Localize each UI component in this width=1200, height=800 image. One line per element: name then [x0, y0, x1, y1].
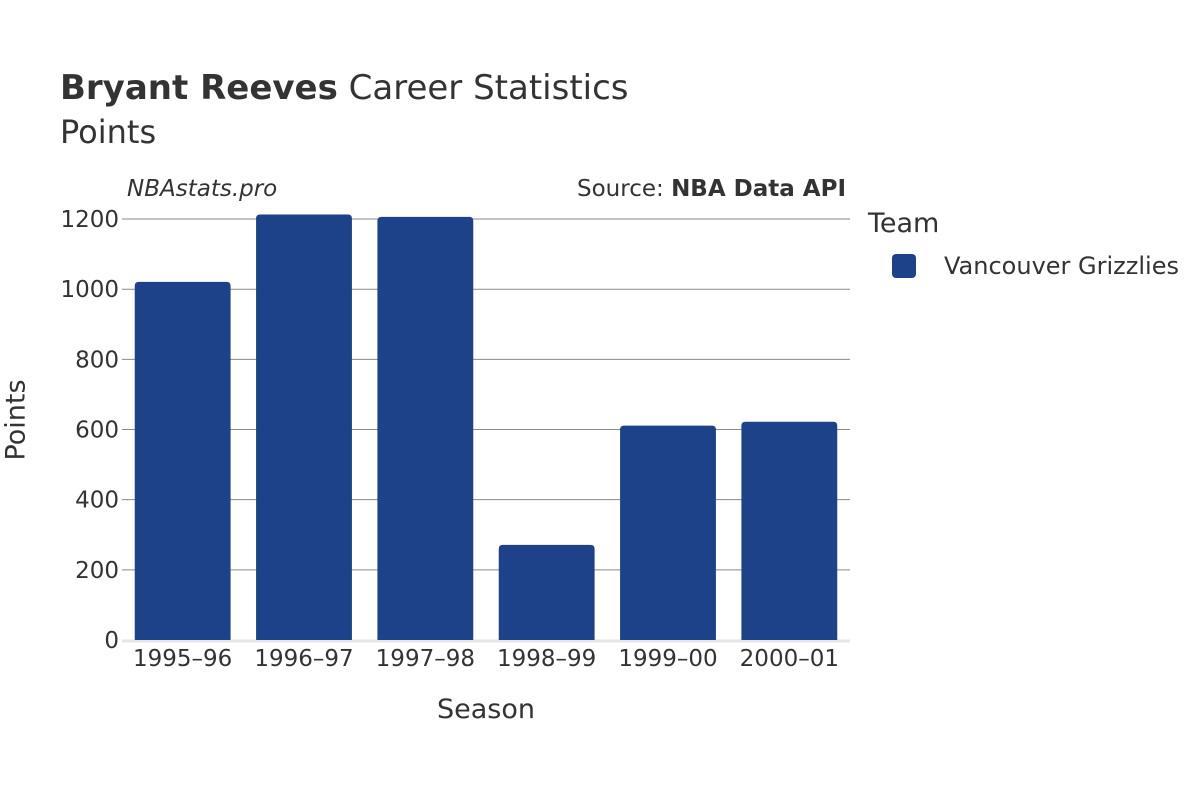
brand-label: NBAstats.pro — [127, 176, 278, 202]
bar[interactable] — [134, 281, 231, 640]
bar[interactable] — [256, 214, 352, 640]
legend-item[interactable]: Vancouver Grizzlies — [892, 252, 1179, 280]
bar[interactable] — [498, 544, 595, 640]
bar[interactable] — [620, 425, 716, 640]
source-label: Source: NBA Data API — [577, 176, 846, 202]
y-tick-label: 600 — [75, 418, 119, 444]
player-name: Bryant Reeves — [60, 68, 338, 108]
x-axis-label: Season — [437, 694, 535, 725]
x-tick-labels: 1995–96 1996–97 1997–98 1998–99 1999–00 2000–… — [133, 646, 839, 672]
chart-subtitle: Points — [60, 113, 157, 151]
x-tick-label: 1997–98 — [376, 646, 475, 672]
y-tick-label: 800 — [75, 347, 119, 373]
x-tick-label: 1995–96 — [133, 646, 232, 672]
bar[interactable] — [741, 421, 838, 640]
x-tick-label: 1996–97 — [254, 646, 353, 672]
source-name: NBA Data API — [671, 176, 846, 202]
y-tick-labels: 0 200 400 600 800 1000 1200 — [60, 207, 119, 654]
gridlines — [122, 218, 850, 643]
y-axis-label: Points — [0, 379, 32, 461]
chart-title-block: Bryant Reeves Career Statistics Points — [60, 66, 629, 154]
y-tick-label: 400 — [75, 488, 119, 514]
y-tick-label: 1200 — [60, 207, 119, 233]
x-tick-label: 1999–00 — [618, 646, 717, 672]
chart-title: Bryant Reeves Career Statistics — [60, 66, 629, 110]
legend-title: Team — [868, 208, 940, 239]
legend-label: Vancouver Grizzlies — [944, 252, 1179, 280]
title-suffix: Career Statistics — [337, 68, 629, 108]
x-tick-label: 1998–99 — [497, 646, 596, 672]
x-tick-label: 2000–01 — [740, 646, 839, 672]
y-tick-label: 0 — [104, 628, 119, 654]
bar[interactable] — [377, 216, 474, 640]
y-tick-label: 1000 — [60, 277, 119, 303]
y-tick-label: 200 — [75, 558, 119, 584]
legend-swatch — [892, 254, 916, 278]
source-prefix: Source: — [577, 176, 672, 202]
bars — [134, 214, 838, 640]
